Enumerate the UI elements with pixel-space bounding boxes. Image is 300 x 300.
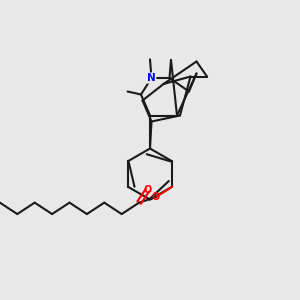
Text: O: O [152, 192, 160, 202]
Text: O: O [143, 185, 152, 195]
Text: N: N [147, 73, 156, 83]
